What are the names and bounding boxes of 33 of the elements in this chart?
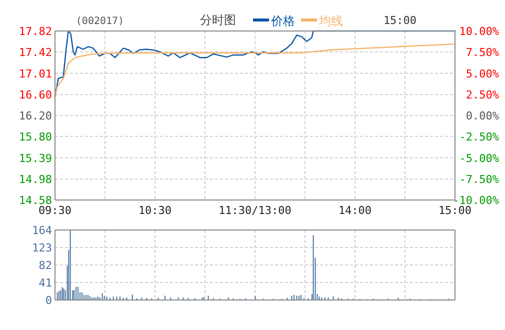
text: -7.50% [459,172,499,186]
y-tick-label: 123 [32,242,52,254]
y-tick-label: 17.82 [18,25,52,38]
text: -2.50% [459,130,499,144]
x-tick-label: 10:30 [138,204,172,217]
text: 7.50% [466,46,499,60]
y-tick-label: 15.39 [18,152,52,165]
x-tick-label: 09:30 [38,204,72,217]
y-tick-label: 0 [45,294,52,307]
y-tick-label: 41 [38,276,52,290]
chart-title: 分时图 [200,13,236,27]
y-tick-label: 82 [38,259,52,272]
text: 0.00% [466,110,499,122]
text: 5.00% [466,67,499,80]
y-tick-label: 16.20 [18,110,52,122]
legend-label: 价格 [270,14,295,28]
y-tick-label: 17.42 [18,46,52,59]
y-tick-label: 16.60 [18,88,52,102]
y-tick-label: 17.01 [18,67,52,80]
y-tick-label: 14.98 [18,173,52,186]
x-tick-label: 11:30/13:00 [218,204,292,217]
text: 15:00 [383,14,417,27]
chart-subtitle: (002017) [76,16,124,27]
y-tick-label: 164 [32,224,52,237]
text: -5.00% [459,152,499,165]
x-tick-label: 14:00 [338,204,372,217]
x-tick-label: 15:00 [438,204,472,217]
y-tick-label: 14.58 [18,194,52,207]
text: -10.00% [452,194,499,207]
legend-label: 均线 [318,14,343,28]
y-tick-label: 15.80 [18,130,52,144]
text: 2.50% [466,88,499,102]
text: 10.00% [459,25,499,38]
